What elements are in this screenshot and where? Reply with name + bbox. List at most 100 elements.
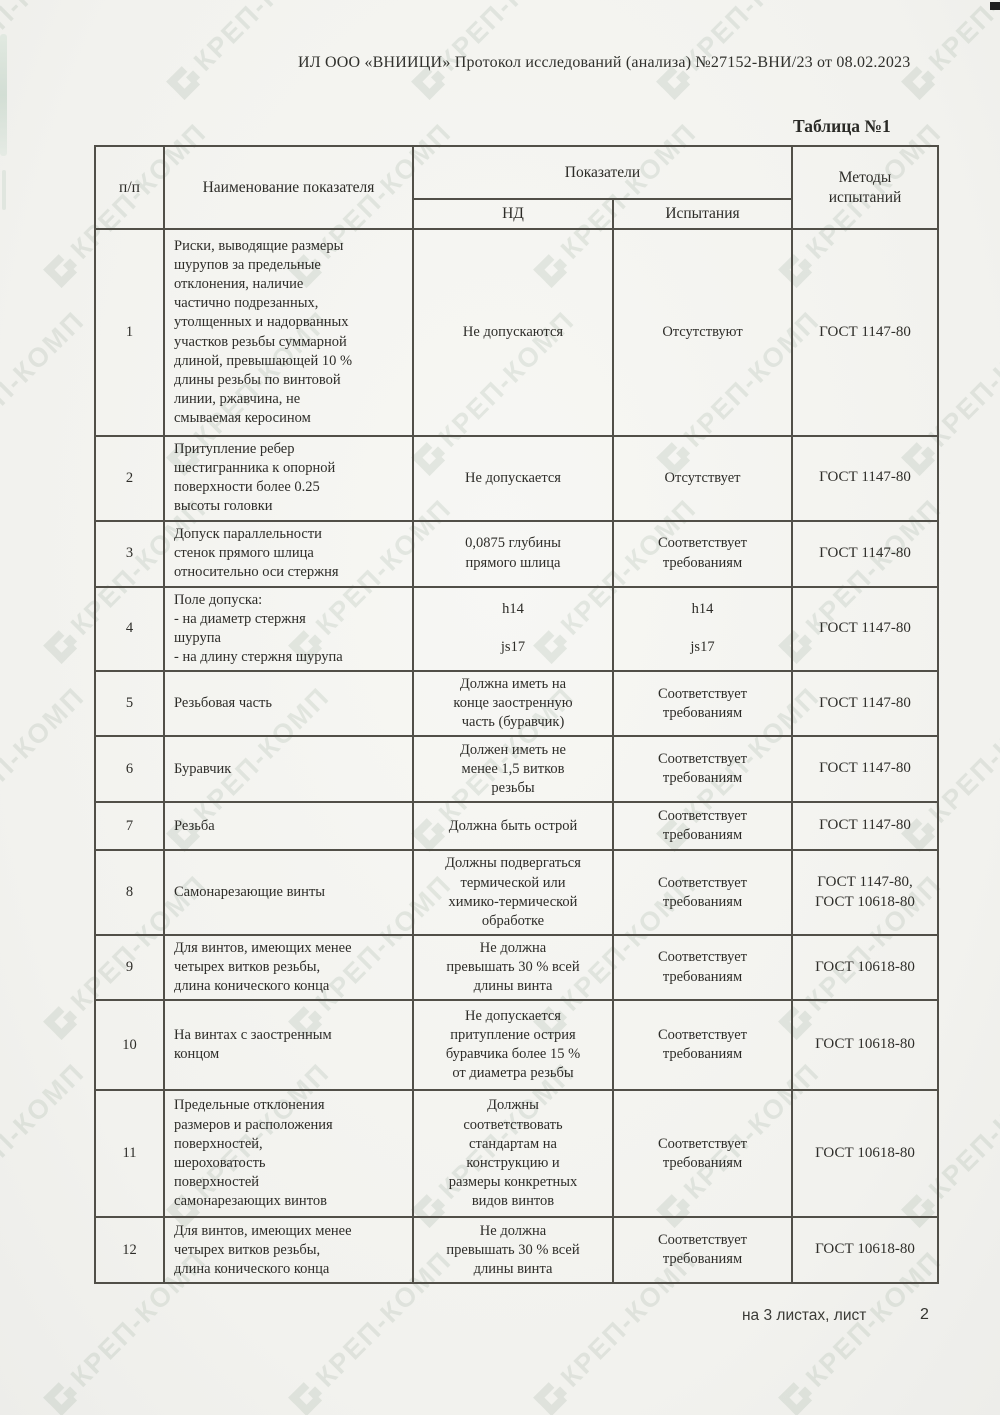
cell-method: ГОСТ 1147-80 <box>791 585 939 672</box>
watermark-text: КРЕП-КОМП <box>654 0 826 101</box>
krep-komp-logo-icon <box>42 1005 77 1040</box>
table-row: 7 Резьба Должна быть острой Соответствует т… <box>94 801 939 852</box>
cell-num: 4 <box>94 585 165 672</box>
table-row: 1 Риски, выводящие размеры шурупов за пре… <box>94 228 939 437</box>
cell-name: Допуск параллельности стенок прямого шли… <box>163 519 414 588</box>
cell-num: 7 <box>94 801 165 852</box>
cell-method: ГОСТ 10618-80 <box>791 933 939 1002</box>
krep-komp-logo-icon <box>777 1381 812 1415</box>
watermark-text: КРЕП-КОМП <box>0 1057 91 1205</box>
cell-nd: Не должна превышать 30 % всей длины винт… <box>412 933 614 1002</box>
cell-name: Буравчик <box>163 735 414 804</box>
table-row: 11 Предельные отклонения размеров и распо… <box>94 1089 939 1219</box>
column-header-nd: НД <box>412 198 614 230</box>
cell-nd: Должен иметь не менее 1,5 витков резьбы <box>412 735 614 804</box>
cell-num: 5 <box>94 669 165 738</box>
table-row: 12 Для винтов, имеющих менее четырех витк… <box>94 1216 939 1285</box>
cell-test: Соответствует требованиям <box>612 735 793 804</box>
cell-method: ГОСТ 1147-80 <box>791 519 939 588</box>
watermark-text: КРЕП-КОМП <box>0 305 91 453</box>
scan-artifact-smudge <box>0 34 7 156</box>
cell-test: Отсутствуют <box>612 228 793 437</box>
cell-nd: Не должна превышать 30 % всей длины винт… <box>412 1216 614 1285</box>
cell-method: ГОСТ 1147-80 <box>791 735 939 804</box>
cell-num: 11 <box>94 1089 165 1219</box>
cell-method: ГОСТ 10618-80 <box>791 1216 939 1285</box>
column-header-test: Испытания <box>612 198 793 230</box>
table-row: 3 Допуск параллельности стенок прямого шл… <box>94 519 939 588</box>
cell-method: ГОСТ 10618-80 <box>791 999 939 1092</box>
table-header-row: НД Испытания <box>95 198 938 230</box>
cell-num: 8 <box>94 849 165 936</box>
cell-method: ГОСТ 1147-80, ГОСТ 10618-80 <box>791 849 939 936</box>
table-header-row: п/п Наименование показателя Показатели М… <box>94 145 939 230</box>
cell-nd: Должна иметь на конце заостренную часть … <box>412 669 614 738</box>
cell-nd: Не допускается <box>412 435 614 522</box>
footer-page-number: 2 <box>920 1306 929 1323</box>
cell-nd: h14 js17 <box>412 585 614 672</box>
cell-nd: 0,0875 глубины прямого шлица <box>412 519 614 588</box>
footer-sheet-count: на 3 листах, лист <box>742 1307 867 1324</box>
cell-test: h14 js17 <box>612 585 793 672</box>
table-row: 9 Для винтов, имеющих менее четырех витко… <box>94 933 939 1002</box>
table-row: 6 Буравчик Должен иметь не менее 1,5 витко… <box>94 735 939 804</box>
cell-name: Самонарезающие винты <box>163 849 414 936</box>
krep-komp-logo-icon <box>42 253 77 288</box>
cell-name: На винтах с заостренным концом <box>163 999 414 1092</box>
cell-name: Притупление ребер шестигранника к опорно… <box>163 435 414 522</box>
cell-name: Риски, выводящие размеры шурупов за пред… <box>163 228 414 437</box>
cell-method: ГОСТ 1147-80 <box>791 228 939 437</box>
cell-name: Резьба <box>163 801 414 852</box>
krep-komp-logo-icon <box>165 65 200 100</box>
cell-nd: Должны соответствовать стандартам на кон… <box>412 1089 614 1219</box>
cell-num: 2 <box>94 435 165 522</box>
column-header-num: п/п <box>94 145 165 230</box>
watermark-text: КРЕП-КОМП <box>409 0 581 101</box>
watermark-text: КРЕП-КОМП <box>164 0 336 101</box>
cell-num: 6 <box>94 735 165 804</box>
cell-test: Соответствует требованиям <box>612 1089 793 1219</box>
cell-num: 12 <box>94 1216 165 1285</box>
watermark-text: КРЕП-КОМП <box>0 681 91 829</box>
cell-test: Соответствует требованиям <box>612 999 793 1092</box>
cell-method: ГОСТ 1147-80 <box>791 669 939 738</box>
protocol-table: п/п Наименование показателя Показатели М… <box>94 145 939 1285</box>
cell-num: 9 <box>94 933 165 1002</box>
table-caption: Таблица №1 <box>793 116 891 136</box>
cell-nd: Не допускаются <box>412 228 614 437</box>
cell-nd: Должны подвергаться термической или хими… <box>412 849 614 936</box>
table-row: 8 Самонарезающие винты Должны подвергаться… <box>94 849 939 936</box>
cell-num: 10 <box>94 999 165 1092</box>
table-row: 5 Резьбовая часть Должна иметь на конце за… <box>94 669 939 738</box>
column-header-name: Наименование показателя <box>163 145 414 230</box>
cell-test: Соответствует требованиям <box>612 849 793 936</box>
krep-komp-logo-icon <box>42 1381 77 1415</box>
cell-test: Соответствует требованиям <box>612 801 793 852</box>
cell-name: Предельные отклонения размеров и располо… <box>163 1089 414 1219</box>
cell-method: ГОСТ 10618-80 <box>791 1089 939 1219</box>
table-body: 1 Риски, выводящие размеры шурупов за пре… <box>94 228 939 1285</box>
column-header-method: Методы испытаний <box>791 145 939 230</box>
cell-nd: Не допускается притупление острия буравч… <box>412 999 614 1092</box>
cell-test: Соответствует требованиям <box>612 519 793 588</box>
table-header: п/п Наименование показателя Показатели М… <box>94 145 939 230</box>
krep-komp-logo-icon <box>42 629 77 664</box>
cell-method: ГОСТ 1147-80 <box>791 435 939 522</box>
table-row: 10 На винтах с заостренным концом Не допус… <box>94 999 939 1092</box>
cell-test: Соответствует требованиям <box>612 669 793 738</box>
cell-test: Соответствует требованиям <box>612 1216 793 1285</box>
cell-name: Резьбовая часть <box>163 669 414 738</box>
cell-name: Для винтов, имеющих менее четырех витков… <box>163 1216 414 1285</box>
cell-method: ГОСТ 1147-80 <box>791 801 939 852</box>
cell-num: 3 <box>94 519 165 588</box>
scan-artifact-smudge <box>2 170 6 210</box>
cell-test: Отсутствует <box>612 435 793 522</box>
krep-komp-logo-icon <box>532 1381 567 1415</box>
cell-test: Соответствует требованиям <box>612 933 793 1002</box>
watermark-text: КРЕП-КОМП <box>899 0 1000 101</box>
cell-nd: Должна быть острой <box>412 801 614 852</box>
cell-name: Поле допуска: - на диаметр стержня шуруп… <box>163 585 414 672</box>
table-row: 4 Поле допуска: - на диаметр стержня шуру… <box>94 585 939 672</box>
column-header-group: Показатели <box>412 145 793 200</box>
